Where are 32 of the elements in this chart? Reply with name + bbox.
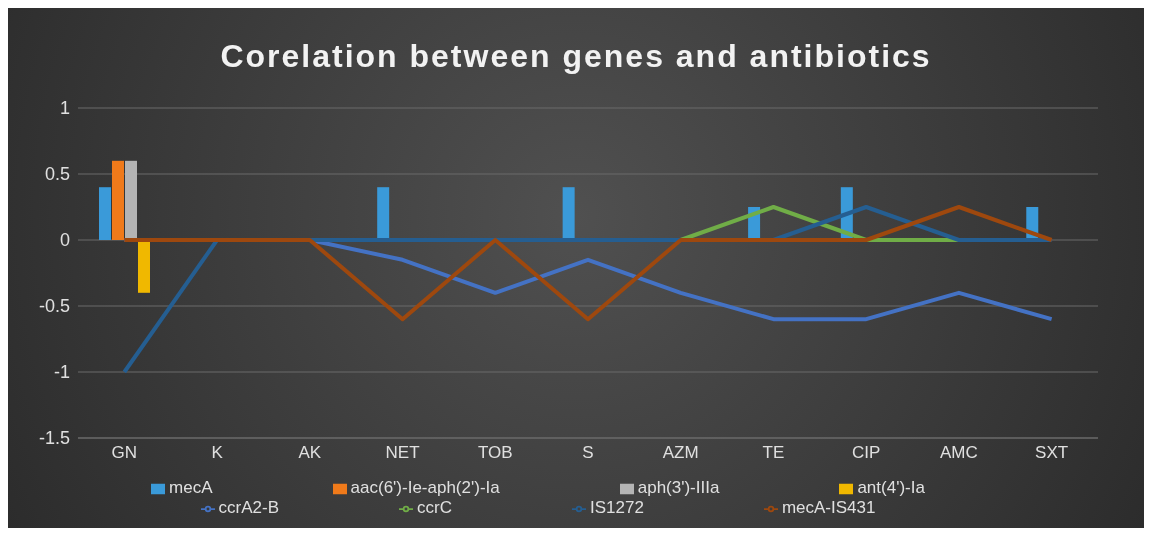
x-tick-label: AMC <box>940 443 978 463</box>
x-tick-label: AZM <box>662 443 699 463</box>
x-tick-label: TE <box>762 443 785 463</box>
x-tick-label: S <box>582 443 594 463</box>
legend-label: IS1272 <box>589 498 644 517</box>
chart-title: Corelation between genes and antibiotics <box>219 37 933 76</box>
x-tick-label: GN <box>111 443 138 463</box>
y-tick-label: 1 <box>59 98 70 119</box>
y-tick-label: 0 <box>59 230 70 251</box>
legend-label: ccrC <box>417 498 452 517</box>
legend-label: ant(4')-Ia <box>857 478 925 497</box>
legend-label: ccrA2-B <box>218 498 280 517</box>
x-tick-label: SXT <box>1035 443 1069 463</box>
bar <box>125 160 137 240</box>
x-tick-label: K <box>211 443 224 463</box>
bar <box>138 240 150 293</box>
legend-label: aph(3')-IIIa <box>637 478 720 497</box>
y-tick-label: -1 <box>53 362 70 383</box>
bar <box>112 160 124 240</box>
x-tick-label: NET <box>385 443 420 463</box>
bar <box>99 187 111 240</box>
x-tick-label: TOB <box>477 443 513 463</box>
legend-label: mecA <box>169 478 213 497</box>
y-tick-label: -1.5 <box>38 428 70 449</box>
y-tick-label: -0.5 <box>38 296 70 317</box>
x-tick-label: AK <box>298 443 322 463</box>
legend-label: mecA-IS431 <box>781 498 876 517</box>
bar <box>562 187 575 240</box>
legend-label: aac(6')-Ie-aph(2')-Ia <box>350 478 500 497</box>
bar <box>377 187 390 240</box>
y-tick-label: 0.5 <box>44 164 70 185</box>
x-tick-label: CIP <box>852 443 881 463</box>
